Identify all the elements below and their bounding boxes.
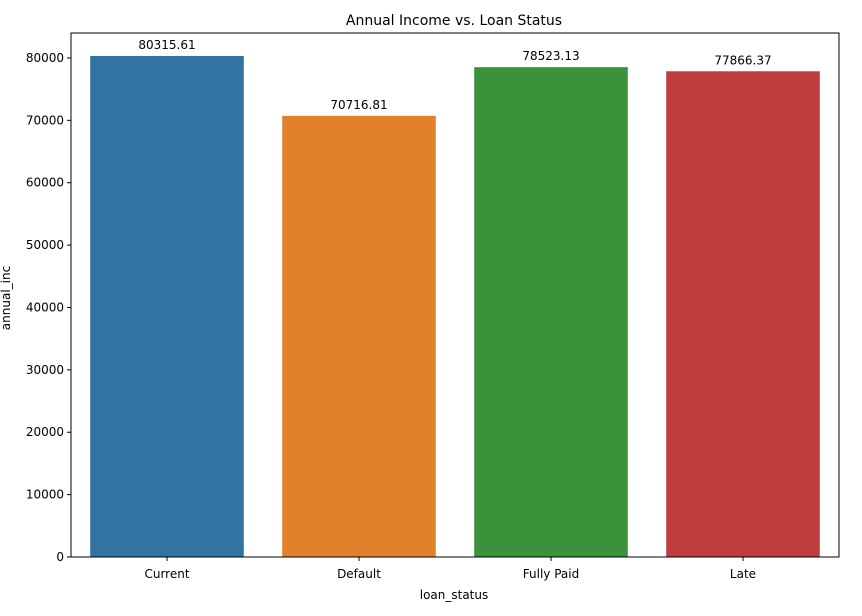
y-tick-label: 70000: [26, 113, 64, 127]
bar-value-label: 70716.81: [330, 98, 387, 112]
y-tick-label: 80000: [26, 51, 64, 65]
x-tick-label: Current: [144, 567, 189, 581]
y-tick-label: 20000: [26, 425, 64, 439]
bar-fully-paid: [474, 67, 628, 558]
bars-group: [90, 55, 820, 558]
y-tick-label: 0: [56, 550, 64, 564]
bar-value-label: 77866.37: [714, 53, 771, 67]
data-labels-group: 80315.61 70716.81 78523.13 77866.37: [138, 38, 771, 112]
x-axis: Current Default Fully Paid Late: [144, 557, 756, 581]
x-tick-label: Fully Paid: [523, 567, 579, 581]
bar-value-label: 80315.61: [138, 38, 195, 52]
y-tick-label: 10000: [26, 488, 64, 502]
bar-default: [282, 115, 436, 557]
y-tick-label: 50000: [26, 238, 64, 252]
y-tick-label: 60000: [26, 176, 64, 190]
x-tick-label: Default: [337, 567, 381, 581]
bar-value-label: 78523.13: [522, 49, 579, 63]
bar-current: [90, 55, 244, 557]
x-tick-label: Late: [730, 567, 756, 581]
chart-title: Annual Income vs. Loan Status: [346, 13, 562, 29]
x-axis-label: loan_status: [420, 588, 489, 602]
plot-frame: [70, 32, 840, 558]
y-axis: 0 10000 20000 30000 40000 50000 60000 70000 8000…: [26, 51, 71, 564]
y-axis-label: annual_inc: [0, 266, 13, 330]
y-tick-label: 30000: [26, 363, 64, 377]
y-tick-label: 40000: [26, 300, 64, 314]
bar-late: [666, 71, 820, 557]
